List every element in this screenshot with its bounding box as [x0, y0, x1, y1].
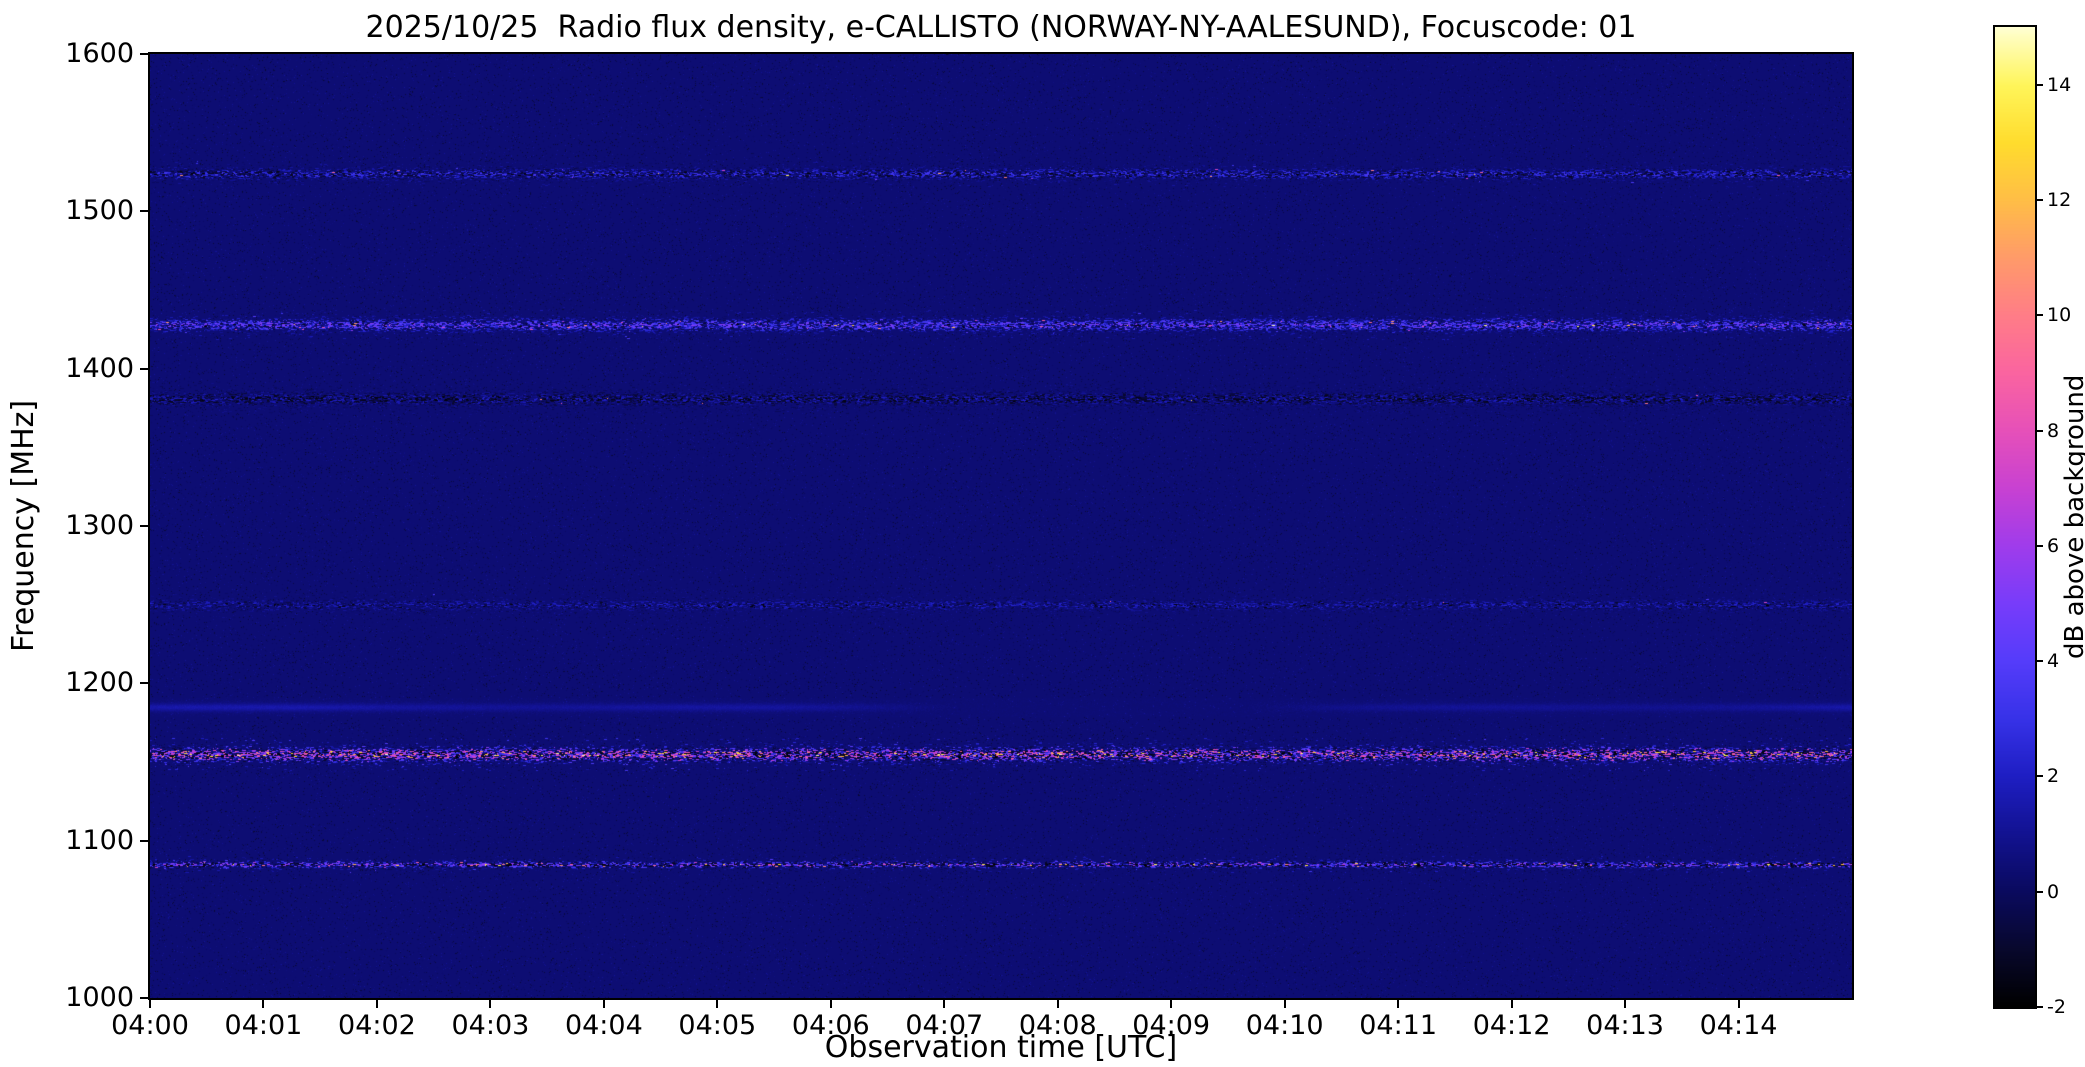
y-tick-label: 1300 — [65, 510, 134, 541]
y-tick-label: 1600 — [65, 38, 134, 69]
x-tick-mark — [943, 1000, 946, 1008]
colorbar-tick-label: 10 — [2047, 304, 2072, 327]
colorbar-tick-label: 8 — [2047, 419, 2060, 442]
colorbar-tick-mark — [2037, 890, 2043, 893]
x-tick-label: 04:04 — [564, 1010, 643, 1041]
x-tick-mark — [1397, 1000, 1400, 1008]
x-tick-label: 04:03 — [451, 1010, 530, 1041]
x-tick-mark — [1510, 1000, 1513, 1008]
x-axis-label: Observation time [UTC] — [824, 1030, 1178, 1065]
y-tick-label: 1100 — [65, 824, 134, 856]
colorbar — [1993, 25, 2037, 1009]
colorbar-tick-label: 4 — [2047, 650, 2060, 673]
y-axis-label: Frequency [MHz] — [6, 399, 41, 653]
x-tick-label: 04:02 — [338, 1010, 416, 1041]
x-tick-mark — [829, 1000, 832, 1008]
x-tick-label: 04:09 — [1132, 1010, 1211, 1041]
plot-area — [148, 52, 1854, 1000]
y-tick-label: 1000 — [65, 982, 134, 1013]
y-tick-label: 1400 — [65, 352, 134, 384]
x-tick-label: 04:06 — [791, 1010, 870, 1041]
x-tick-mark — [1624, 1000, 1627, 1008]
x-tick-mark — [1283, 1000, 1286, 1008]
y-tick-mark — [140, 682, 148, 685]
y-tick-mark — [140, 997, 148, 999]
colorbar-tick-mark — [2037, 544, 2043, 547]
y-tick-label: 1200 — [65, 667, 134, 699]
colorbar-tick-label: 0 — [2047, 880, 2060, 903]
colorbar-label: dB above background — [2060, 374, 2085, 660]
y-tick-mark — [140, 525, 148, 527]
colorbar-tick-label: 6 — [2047, 534, 2060, 557]
x-tick-label: 04:05 — [678, 1010, 757, 1041]
y-tick-mark — [140, 53, 148, 55]
x-tick-label: 04:07 — [905, 1010, 984, 1041]
x-tick-mark — [716, 1000, 719, 1008]
y-tick-mark — [140, 367, 148, 370]
colorbar-tick-label: 12 — [2047, 188, 2072, 211]
x-tick-label: 04:10 — [1245, 1010, 1324, 1041]
x-tick-label: 04:01 — [224, 1010, 303, 1041]
x-tick-mark — [602, 1000, 605, 1008]
colorbar-tick-mark — [2037, 660, 2043, 663]
x-tick-label: 04:13 — [1586, 1010, 1664, 1041]
x-tick-mark — [1737, 1000, 1740, 1008]
colorbar-tick-mark — [2037, 83, 2043, 86]
spectrogram-canvas — [150, 54, 1852, 998]
colorbar-tick-mark — [2037, 314, 2043, 317]
x-tick-mark — [489, 1000, 492, 1008]
x-tick-label: 04:00 — [111, 1010, 189, 1041]
x-tick-mark — [1056, 1000, 1059, 1008]
y-tick-mark — [140, 210, 148, 213]
colorbar-tick-mark — [2037, 775, 2043, 778]
x-tick-label: 04:11 — [1359, 1010, 1438, 1041]
colorbar-canvas — [1995, 27, 2035, 1007]
y-tick-mark — [140, 839, 148, 842]
colorbar-tick-label: 14 — [2047, 73, 2072, 96]
x-tick-label: 04:08 — [1018, 1010, 1097, 1041]
colorbar-tick-label: 2 — [2047, 765, 2060, 788]
x-tick-label: 04:12 — [1472, 1010, 1551, 1041]
colorbar-tick-mark — [2037, 198, 2043, 201]
x-tick-mark — [262, 1000, 265, 1008]
x-tick-mark — [149, 1000, 151, 1008]
x-tick-mark — [375, 1000, 378, 1008]
chart-title: 2025/10/25 Radio flux density, e-CALLIST… — [365, 10, 1637, 45]
x-tick-label: 04:14 — [1699, 1010, 1778, 1041]
colorbar-tick-mark — [2037, 429, 2043, 432]
colorbar-tick-label: -2 — [2047, 996, 2066, 1018]
y-tick-label: 1500 — [65, 195, 134, 227]
x-tick-mark — [1170, 1000, 1173, 1008]
colorbar-tick-mark — [2037, 1006, 2043, 1008]
